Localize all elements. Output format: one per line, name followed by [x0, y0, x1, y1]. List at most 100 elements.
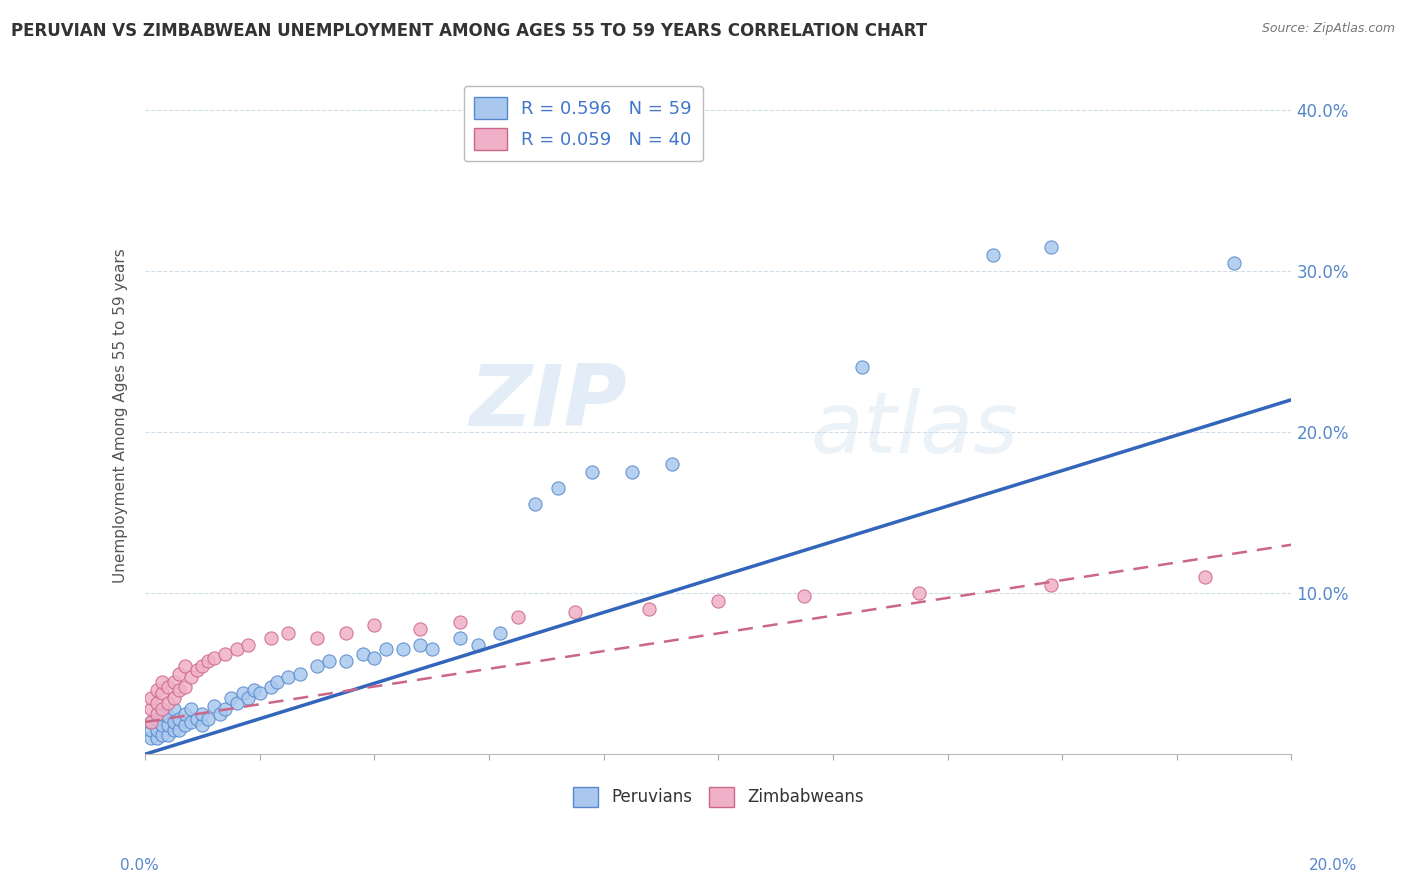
Point — [793, 589, 815, 603]
Point — [169, 666, 191, 681]
Text: 0.0%: 0.0% — [120, 858, 159, 873]
Point — [150, 706, 173, 721]
Point — [392, 642, 415, 657]
Point — [174, 680, 197, 694]
Point — [150, 702, 173, 716]
Point — [169, 712, 191, 726]
Point — [191, 718, 214, 732]
Point — [449, 615, 471, 629]
Point — [150, 674, 173, 689]
Point — [225, 642, 247, 657]
Point — [335, 626, 357, 640]
Point — [260, 631, 283, 645]
Point — [197, 654, 219, 668]
Point — [180, 702, 202, 716]
Point — [186, 664, 208, 678]
Point — [174, 706, 197, 721]
Point — [318, 654, 340, 668]
Point — [214, 702, 236, 716]
Point — [661, 457, 683, 471]
Point — [1039, 578, 1062, 592]
Point — [145, 731, 167, 745]
Point — [409, 622, 432, 636]
Point — [202, 650, 225, 665]
Point — [363, 618, 385, 632]
Point — [180, 670, 202, 684]
Legend: Peruvians, Zimbabweans: Peruvians, Zimbabweans — [567, 780, 870, 814]
Point — [180, 714, 202, 729]
Point — [191, 658, 214, 673]
Point — [506, 610, 529, 624]
Text: Source: ZipAtlas.com: Source: ZipAtlas.com — [1261, 22, 1395, 36]
Point — [214, 648, 236, 662]
Point — [231, 686, 253, 700]
Point — [467, 638, 489, 652]
Text: atlas: atlas — [810, 388, 1018, 471]
Point — [169, 682, 191, 697]
Point — [547, 481, 569, 495]
Point — [489, 626, 512, 640]
Point — [260, 680, 283, 694]
Point — [163, 714, 186, 729]
Point — [851, 360, 873, 375]
Point — [145, 723, 167, 737]
Point — [638, 602, 661, 616]
Point — [1194, 570, 1216, 584]
Point — [277, 670, 299, 684]
Point — [191, 706, 214, 721]
Point — [707, 594, 730, 608]
Point — [139, 731, 162, 745]
Text: 20.0%: 20.0% — [1309, 858, 1357, 873]
Point — [139, 702, 162, 716]
Point — [139, 723, 162, 737]
Point — [225, 696, 247, 710]
Point — [621, 465, 644, 479]
Point — [983, 248, 1005, 262]
Point — [163, 674, 186, 689]
Point — [409, 638, 432, 652]
Point — [238, 690, 260, 705]
Point — [145, 682, 167, 697]
Point — [243, 682, 266, 697]
Point — [288, 666, 311, 681]
Point — [139, 714, 162, 729]
Point — [150, 718, 173, 732]
Point — [277, 626, 299, 640]
Point — [156, 728, 179, 742]
Point — [174, 658, 197, 673]
Point — [363, 650, 385, 665]
Point — [156, 718, 179, 732]
Point — [202, 698, 225, 713]
Point — [249, 686, 271, 700]
Point — [145, 712, 167, 726]
Point — [139, 714, 162, 729]
Point — [305, 658, 328, 673]
Text: ZIP: ZIP — [470, 360, 627, 444]
Point — [564, 606, 586, 620]
Point — [197, 712, 219, 726]
Point — [352, 648, 374, 662]
Point — [156, 696, 179, 710]
Point — [174, 718, 197, 732]
Point — [208, 706, 231, 721]
Point — [1223, 256, 1246, 270]
Point — [238, 638, 260, 652]
Point — [145, 706, 167, 721]
Point — [374, 642, 396, 657]
Point — [908, 586, 931, 600]
Point — [139, 690, 162, 705]
Point — [163, 723, 186, 737]
Point — [335, 654, 357, 668]
Point — [156, 680, 179, 694]
Point — [156, 708, 179, 723]
Text: PERUVIAN VS ZIMBABWEAN UNEMPLOYMENT AMONG AGES 55 TO 59 YEARS CORRELATION CHART: PERUVIAN VS ZIMBABWEAN UNEMPLOYMENT AMON… — [11, 22, 928, 40]
Point — [145, 696, 167, 710]
Point — [305, 631, 328, 645]
Point — [581, 465, 603, 479]
Point — [219, 690, 242, 705]
Point — [449, 631, 471, 645]
Point — [169, 723, 191, 737]
Y-axis label: Unemployment Among Ages 55 to 59 years: Unemployment Among Ages 55 to 59 years — [114, 249, 128, 583]
Point — [186, 712, 208, 726]
Point — [523, 498, 546, 512]
